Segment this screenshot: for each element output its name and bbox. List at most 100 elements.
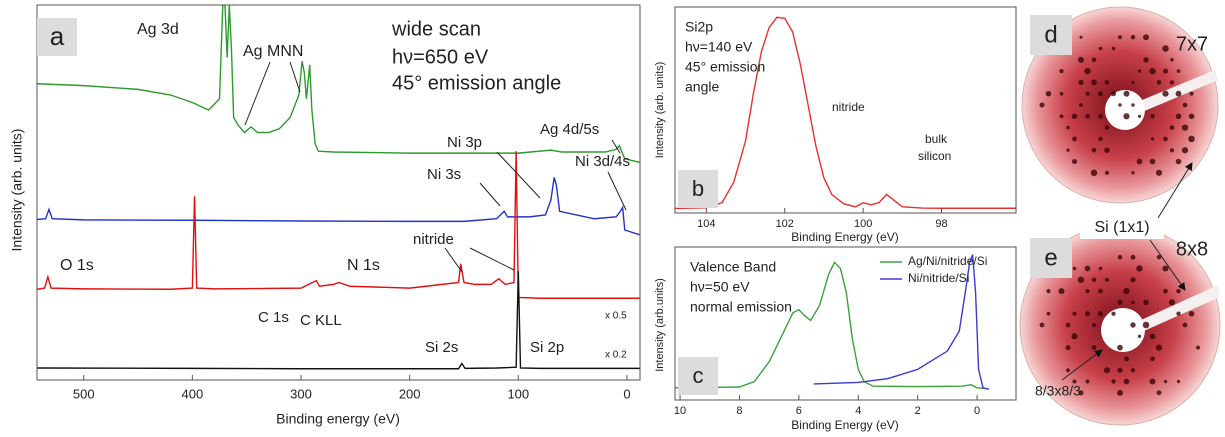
annotation: hν=140 eV <box>685 39 753 55</box>
leed-spot <box>1046 289 1051 294</box>
x-tick-label: 200 <box>399 386 421 401</box>
x-axis-label: Binding Energy (eV) <box>791 230 898 244</box>
leed-spot <box>1188 113 1195 120</box>
leed-spot <box>1084 67 1091 75</box>
leed-spot <box>1098 91 1103 97</box>
leed-spot <box>1168 299 1176 306</box>
pattern-label: 8x8 <box>1176 238 1208 260</box>
leed-spot <box>1039 102 1045 108</box>
leed-spot <box>1176 69 1181 73</box>
leed-spot <box>1123 90 1130 97</box>
leed-spot <box>1143 299 1149 306</box>
x-tick-label: 6 <box>796 405 802 417</box>
spectrum-line <box>675 261 987 390</box>
annotation: Valence Band <box>690 259 776 275</box>
panel-label: d <box>1044 21 1057 48</box>
pointer-line <box>289 61 301 93</box>
leed-spot <box>1077 276 1085 284</box>
leed-spot <box>1117 299 1123 305</box>
leed-spot <box>1071 333 1078 340</box>
annotation: Ni 3s <box>427 166 461 183</box>
leed-spot <box>1045 91 1052 97</box>
leed-spot <box>1085 288 1090 294</box>
pointer-arrow <box>1157 162 1193 219</box>
pattern-label: 7x7 <box>1176 33 1208 55</box>
annotation: 8/3x8/3 <box>1035 383 1081 399</box>
leed-spot <box>1163 136 1168 142</box>
leed-spot <box>1084 311 1091 317</box>
leed-spot <box>1104 147 1110 153</box>
leed-spot <box>1072 311 1077 316</box>
leed-spot <box>1169 148 1175 153</box>
leed-gun <box>1105 90 1145 130</box>
panel-label: b <box>692 176 704 201</box>
leed-spot <box>1110 91 1117 97</box>
annotation: normal emission <box>690 299 792 315</box>
pointer-line <box>244 61 271 126</box>
panel-label-box <box>678 170 718 208</box>
leed-spot <box>1111 311 1116 316</box>
leed-spot <box>1182 102 1188 108</box>
leed-spot <box>1163 288 1168 294</box>
leed-spot <box>1103 367 1111 374</box>
leed-spot <box>1098 136 1103 142</box>
annotation: Si 2s <box>425 339 458 356</box>
leed-spot <box>1104 277 1110 282</box>
leed-spot <box>1111 46 1116 51</box>
leed-spot <box>1182 322 1188 328</box>
legend-label: Ni/nitride/Si <box>908 271 969 285</box>
panel-label: c <box>693 363 704 388</box>
leed-spot <box>1175 113 1182 120</box>
leed-gun <box>1130 285 1220 335</box>
x-tick-label: 10 <box>674 405 686 417</box>
leed-spot <box>1142 321 1150 329</box>
leed-spot <box>1091 57 1097 63</box>
leed-spot <box>1136 265 1143 272</box>
annotation: wide scan <box>391 18 481 40</box>
spectrum-line <box>37 271 640 370</box>
leed-spot <box>1175 90 1182 97</box>
leed-spot <box>1189 91 1194 96</box>
leed-spot <box>1111 379 1116 384</box>
annotation: Ag 4d/5s <box>540 121 599 138</box>
leed-spot <box>1079 35 1083 39</box>
pointer-line <box>479 182 501 207</box>
leed-spot <box>1150 114 1155 119</box>
x-tick-label: 500 <box>73 386 95 401</box>
annotation: hν=650 eV <box>392 46 489 68</box>
leed-spot <box>1117 389 1123 396</box>
leed-spot <box>1046 311 1051 316</box>
panel-label-box <box>1030 238 1072 278</box>
pointer-line <box>444 247 463 273</box>
x-axis-label: Binding Energy (eV) <box>791 418 898 432</box>
pointer-line <box>611 139 621 154</box>
leed-spot <box>1059 91 1064 96</box>
leed-gun <box>1101 308 1145 352</box>
leed-spot <box>1059 68 1064 74</box>
leed-spot <box>1130 368 1136 373</box>
annotation: 45° emission <box>685 59 765 75</box>
leed-spot <box>1176 311 1181 316</box>
leed-spot <box>1065 322 1071 328</box>
plot-frame <box>36 4 641 381</box>
leed-spot <box>1117 367 1123 373</box>
leed-spot <box>1091 79 1097 86</box>
x-tick-label: 102 <box>776 218 794 230</box>
annotation: Ag MNN <box>243 43 303 60</box>
leed-spot <box>1149 158 1156 165</box>
plot-area <box>675 254 990 390</box>
leed-spot <box>1163 379 1168 384</box>
leed-spot <box>1059 114 1064 119</box>
leed-spot <box>1118 103 1122 107</box>
leed-spot <box>1058 288 1065 295</box>
panel-label-box <box>678 357 718 395</box>
leed-gun <box>1130 70 1218 115</box>
annotation: hν=50 eV <box>690 279 750 295</box>
panel-label: e <box>1044 244 1057 271</box>
annotation: Ag 3d <box>137 21 179 38</box>
leed-spot <box>1085 379 1090 384</box>
legend-label: Ag/Ni/nitride/Si <box>908 254 987 268</box>
leed-spot <box>1137 334 1142 338</box>
annotation: Si 2p <box>530 339 564 356</box>
